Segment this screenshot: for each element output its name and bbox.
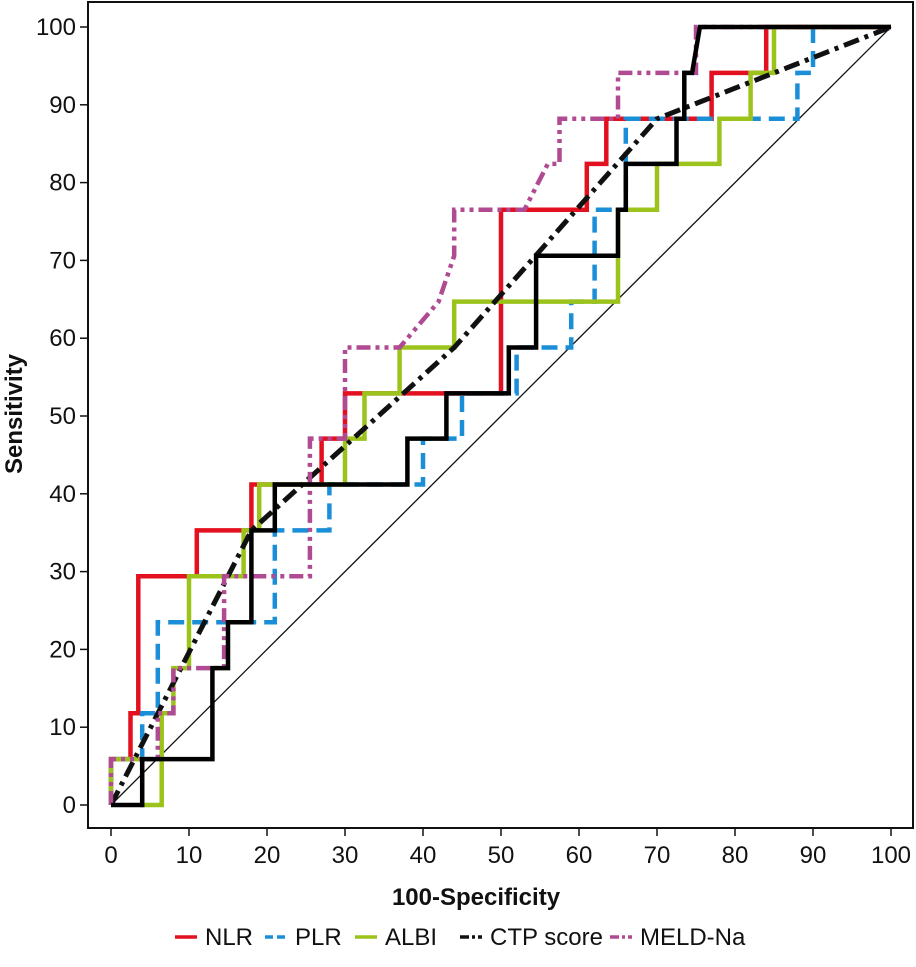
x-tick-label: 0 — [104, 842, 117, 869]
series-line-plr — [108, 24, 891, 805]
y-tick-label: 50 — [49, 403, 76, 430]
legend: NLR PLR ALBI CTP score MELD-Na — [175, 924, 746, 951]
y-axis-ticks: 0 10 20 30 40 50 60 70 80 90 100 — [36, 14, 88, 819]
x-axis-ticks: 0 10 20 30 40 50 60 70 80 90 100 — [104, 828, 911, 869]
x-tick-label: 60 — [566, 842, 593, 869]
x-tick-label: 70 — [644, 842, 671, 869]
y-tick-label: 80 — [49, 170, 76, 197]
series-group — [108, 24, 892, 808]
y-tick-label: 10 — [49, 714, 76, 741]
y-tick-label: 40 — [49, 481, 76, 508]
x-tick-label: 40 — [410, 842, 437, 869]
series-line-ctp-score — [108, 24, 892, 807]
x-tick-label: 10 — [176, 842, 203, 869]
x-tick-label: 50 — [488, 842, 515, 869]
x-tick-label: 20 — [254, 842, 281, 869]
y-tick-label: 0 — [63, 792, 76, 819]
series-line-meld-na — [108, 24, 891, 805]
y-axis-title: Sensitivity — [1, 353, 28, 474]
y-tick-label: 100 — [36, 14, 76, 41]
y-tick-label: 70 — [49, 247, 76, 274]
y-tick-label: 20 — [49, 636, 76, 663]
x-tick-label: 90 — [800, 842, 827, 869]
y-tick-label: 90 — [49, 92, 76, 119]
y-tick-label: 60 — [49, 325, 76, 352]
reference-line-group — [110, 26, 892, 806]
reference-diagonal-line — [110, 26, 892, 806]
legend-label: ALBI — [385, 924, 437, 951]
legend-label: CTP score — [490, 924, 603, 951]
x-axis-title: 100-Specificity — [392, 884, 561, 911]
x-tick-label: 100 — [871, 842, 911, 869]
legend-label: MELD-Na — [640, 924, 746, 951]
x-tick-label: 80 — [722, 842, 749, 869]
legend-label: PLR — [295, 924, 342, 951]
series-line-unlabeled-5 — [111, 24, 891, 808]
x-tick-label: 30 — [332, 842, 359, 869]
y-tick-label: 30 — [49, 559, 76, 586]
legend-label: NLR — [205, 924, 253, 951]
